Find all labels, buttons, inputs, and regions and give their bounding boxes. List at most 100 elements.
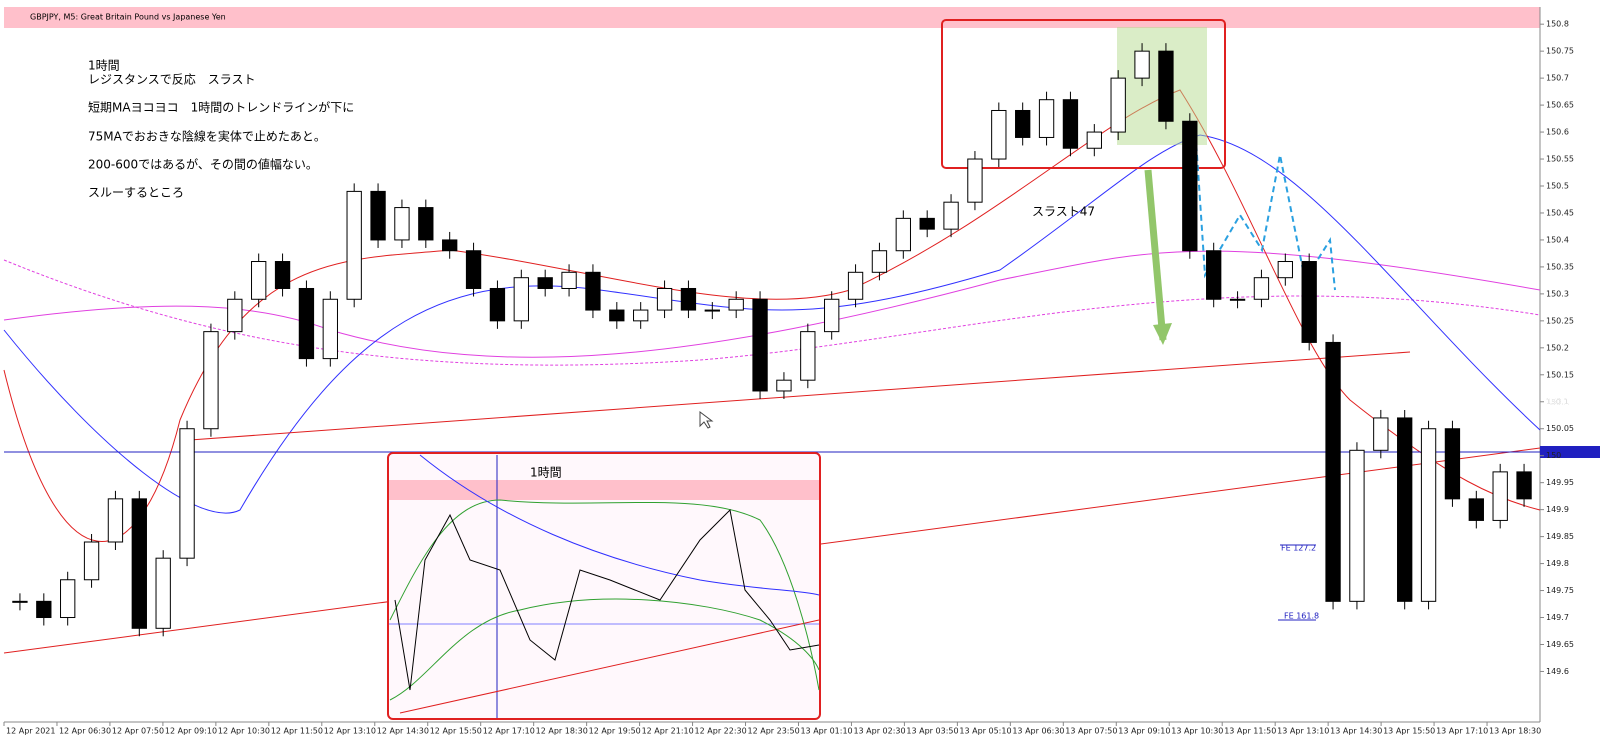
candle	[943, 201, 959, 230]
y-tick-label: 150.25	[1546, 316, 1574, 325]
y-tick-label: 150.6	[1546, 128, 1569, 137]
inset-band-line	[389, 598, 820, 701]
ma-line	[3, 259, 1541, 366]
x-tick-label: 13 Apr 17:10	[1436, 727, 1488, 736]
x-tick-label: 13 Apr 07:50	[1065, 727, 1117, 736]
candle	[1301, 261, 1317, 343]
x-tick-label: 13 Apr 02:30	[853, 727, 905, 736]
x-tick-label: 12 Apr 22:30	[695, 727, 747, 736]
x-tick-label: 12 Apr 14:30	[377, 727, 429, 736]
inset-trend-line	[399, 619, 820, 714]
y-tick-label: 150.45	[1546, 208, 1574, 217]
x-tick-label: 12 Apr 18:30	[536, 727, 588, 736]
y-tick-label: 149.95	[1546, 478, 1574, 487]
inset-ma-line	[419, 454, 820, 596]
candle	[442, 239, 458, 252]
x-tick-label: 12 Apr 10:30	[218, 727, 270, 736]
inset-band	[389, 480, 819, 500]
candle	[155, 557, 171, 629]
y-tick-label: 150.35	[1546, 262, 1574, 271]
inset-title: 1時間	[530, 466, 562, 480]
x-tick-label: 13 Apr 11:50	[1224, 727, 1276, 736]
candle	[36, 600, 52, 619]
y-tick-label: 150.5	[1546, 182, 1569, 191]
trend-line	[189, 351, 1411, 441]
x-tick-label: 12 Apr 13:10	[324, 727, 376, 736]
candle	[465, 250, 482, 289]
x-tick-label: 13 Apr 03:50	[906, 727, 958, 736]
y-tick-label: 150.7	[1546, 74, 1569, 83]
candle	[1492, 471, 1508, 521]
annotation: 1時間	[88, 59, 120, 73]
candle	[609, 309, 625, 322]
y-tick-label: 149.65	[1546, 640, 1574, 649]
candle	[561, 271, 577, 289]
y-tick-label: 150.05	[1546, 424, 1574, 433]
candle	[1373, 417, 1389, 451]
x-tick-label: 12 Apr 15:50	[430, 727, 482, 736]
annotation: 短期MAヨコヨコ 1時間のトレンドラインが下に	[88, 100, 354, 115]
y-tick-label: 149.6	[1546, 667, 1569, 676]
inset-frame	[387, 452, 821, 720]
candle	[1325, 341, 1341, 602]
x-tick-label: 13 Apr 06:30	[1012, 727, 1064, 736]
y-tick-label: 150.1	[1546, 397, 1569, 406]
x-tick-label: 12 Apr 21:10	[642, 727, 694, 736]
candle	[895, 217, 911, 252]
ma-line	[3, 89, 1541, 542]
candle	[1086, 131, 1102, 149]
candle	[1182, 120, 1198, 252]
candle	[394, 207, 410, 241]
candle	[1158, 50, 1174, 122]
cursor-icon	[699, 411, 714, 429]
candle	[1420, 428, 1437, 602]
x-tick-label: 12 Apr 19:50	[589, 727, 641, 736]
y-tick-label: 149.9	[1546, 505, 1569, 514]
candle	[1229, 298, 1246, 301]
candle	[203, 331, 219, 430]
candle	[704, 309, 720, 312]
candle	[322, 298, 338, 360]
x-tick-label: 13 Apr 05:10	[959, 727, 1011, 736]
candle	[1134, 50, 1150, 79]
candle	[1397, 417, 1413, 602]
fe-label: FE 127.2	[1281, 544, 1316, 553]
y-tick-label: 150.3	[1546, 289, 1569, 298]
candle	[847, 271, 864, 300]
x-tick-label: 12 Apr 09:10	[165, 727, 217, 736]
candle	[991, 109, 1007, 160]
title-bar	[4, 7, 1540, 28]
resistance-box	[941, 19, 1226, 169]
candle	[800, 331, 816, 381]
x-tick-label: 12 Apr 11:50	[271, 727, 323, 736]
current-price-label: 150.1	[1546, 397, 1569, 406]
y-tick-label: 150.15	[1546, 370, 1574, 379]
inset-price-path	[394, 508, 820, 691]
candle	[1277, 261, 1293, 279]
candle	[967, 158, 983, 203]
inset-band-line	[389, 499, 820, 691]
y-tick-label: 150.65	[1546, 101, 1574, 110]
candle	[12, 600, 28, 603]
candle	[1015, 109, 1031, 138]
candle	[131, 498, 147, 629]
annotation: スルーするところ	[88, 186, 184, 200]
candle	[418, 207, 434, 241]
y-tick-label: 150.75	[1546, 47, 1574, 56]
candle	[1253, 277, 1270, 300]
candle	[513, 277, 529, 322]
thrust-arrowhead	[1153, 323, 1172, 345]
candle	[537, 277, 553, 289]
x-tick-label: 12 Apr 07:50	[112, 727, 164, 736]
candle	[919, 217, 935, 230]
candle	[298, 287, 315, 360]
candle	[346, 190, 362, 300]
annotation: 200-600ではあるが、その間の値幅ない。	[88, 157, 318, 172]
candle	[489, 287, 506, 322]
y-tick-label: 150.2	[1546, 343, 1569, 352]
y-tick-label: 149.75	[1546, 586, 1574, 595]
x-tick-label: 12 Apr 06:30	[59, 727, 111, 736]
candle	[680, 287, 697, 311]
y-tick-label: 149.7	[1546, 613, 1569, 622]
